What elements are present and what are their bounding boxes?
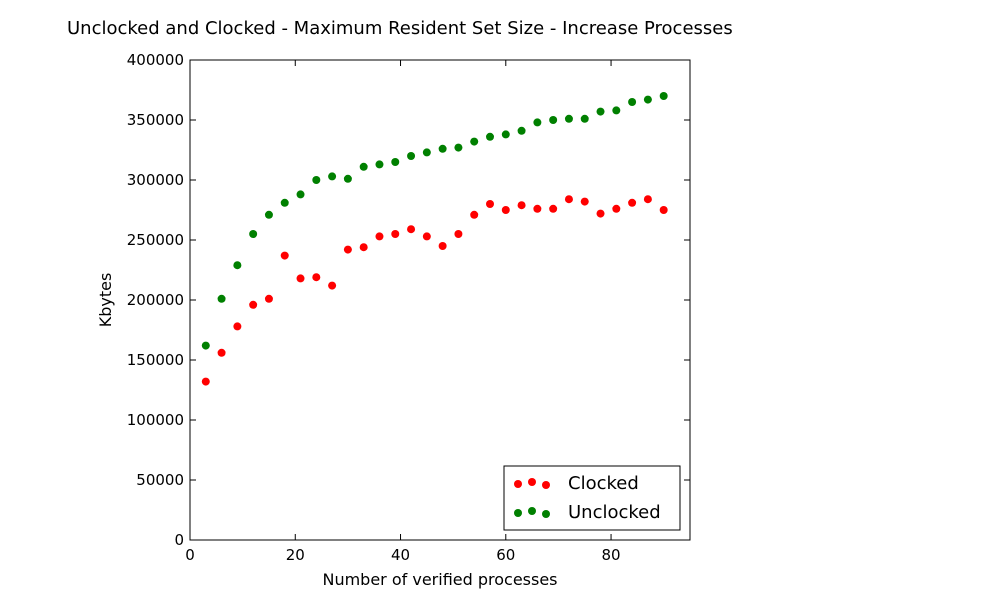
point-clocked — [249, 300, 258, 309]
point-clocked — [280, 251, 289, 260]
point-unclocked — [296, 190, 305, 199]
point-unclocked — [391, 158, 400, 166]
point-unclocked — [328, 172, 337, 181]
y-tick-label: 0 — [174, 531, 184, 549]
point-clocked — [628, 198, 637, 207]
point-unclocked — [549, 116, 558, 124]
point-unclocked — [628, 98, 637, 106]
point-clocked — [422, 232, 431, 241]
legend-marker-clocked — [514, 480, 522, 488]
y-tick-label: 100000 — [127, 411, 184, 429]
point-unclocked — [486, 132, 494, 141]
point-clocked — [233, 322, 242, 331]
point-unclocked — [249, 230, 258, 238]
point-clocked — [659, 206, 668, 214]
point-clocked — [296, 274, 305, 283]
x-tick-label: 0 — [185, 546, 195, 564]
point-clocked — [612, 204, 621, 213]
point-clocked — [643, 195, 652, 204]
legend-marker-unclocked — [542, 510, 550, 518]
point-unclocked — [280, 198, 289, 207]
x-tick-label: 80 — [602, 546, 621, 564]
point-unclocked — [264, 210, 273, 219]
legend-marker-clocked — [542, 481, 550, 489]
point-unclocked — [564, 114, 573, 123]
point-clocked — [201, 377, 210, 386]
point-clocked — [501, 206, 510, 214]
y-tick-label: 200000 — [127, 291, 184, 309]
x-axis-label: Number of verified processes — [322, 570, 557, 589]
point-clocked — [438, 242, 447, 250]
points-layer — [201, 92, 668, 386]
point-clocked — [533, 204, 542, 213]
point-unclocked — [375, 160, 384, 169]
point-unclocked — [470, 137, 479, 146]
point-clocked — [328, 281, 337, 290]
point-clocked — [359, 243, 368, 252]
legend-label-clocked: Clocked — [568, 473, 639, 494]
y-axis-label: Kbytes — [96, 273, 115, 328]
point-unclocked — [422, 148, 431, 157]
y-tick-label: 350000 — [127, 111, 184, 129]
point-unclocked — [517, 126, 526, 135]
point-clocked — [470, 210, 479, 219]
point-unclocked — [596, 107, 605, 116]
x-tick-label: 20 — [286, 546, 305, 564]
y-tick-label: 400000 — [127, 51, 184, 69]
legend-marker-unclocked — [514, 509, 522, 517]
legend-label-unclocked: Unclocked — [568, 502, 661, 523]
series-unclocked — [201, 92, 668, 350]
legend: Clocked Unclocked — [503, 465, 681, 531]
point-clocked — [264, 294, 273, 303]
y-tick-label: 300000 — [127, 171, 184, 189]
y-tick-label: 250000 — [127, 231, 184, 249]
y-tick-label: 50000 — [136, 471, 184, 489]
point-clocked — [580, 197, 589, 206]
point-unclocked — [501, 130, 510, 139]
series-clocked — [201, 195, 668, 386]
x-tick-label: 60 — [496, 546, 515, 564]
ticks-layer: 0 20 40 60 80 0 50000 100000 150000 200000 250000 3… — [127, 51, 690, 564]
point-clocked — [407, 225, 416, 234]
point-unclocked — [659, 92, 668, 100]
point-clocked — [343, 245, 352, 254]
point-unclocked — [612, 106, 621, 115]
point-unclocked — [312, 176, 321, 184]
point-clocked — [454, 230, 463, 238]
legend-box — [503, 465, 681, 531]
legend-marker-unclocked — [528, 507, 536, 515]
point-unclocked — [407, 152, 416, 160]
point-unclocked — [454, 143, 463, 152]
legend-marker-clocked — [528, 478, 536, 486]
y-tick-label: 150000 — [127, 351, 184, 369]
chart-title: Unclocked and Clocked - Maximum Resident… — [67, 18, 733, 39]
point-clocked — [564, 195, 573, 204]
point-unclocked — [217, 294, 226, 303]
point-clocked — [596, 209, 605, 218]
x-tick-label: 40 — [391, 546, 410, 564]
point-unclocked — [201, 341, 210, 350]
point-clocked — [375, 232, 384, 241]
point-unclocked — [359, 162, 368, 171]
point-clocked — [486, 200, 494, 208]
point-clocked — [517, 201, 526, 210]
point-unclocked — [233, 261, 242, 270]
point-clocked — [312, 273, 321, 282]
point-unclocked — [438, 144, 447, 153]
point-unclocked — [643, 95, 652, 104]
point-unclocked — [580, 114, 589, 123]
point-unclocked — [533, 118, 542, 127]
point-unclocked — [343, 174, 352, 183]
point-clocked — [391, 230, 400, 238]
point-clocked — [549, 204, 558, 213]
point-clocked — [217, 348, 226, 357]
